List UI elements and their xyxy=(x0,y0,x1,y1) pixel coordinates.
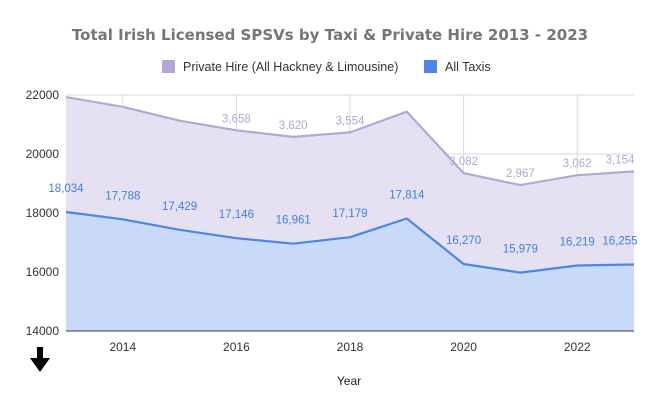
legend-swatch-all-taxis xyxy=(424,60,437,73)
data-label-private-hire-2022: 3,062 xyxy=(563,158,592,170)
chart-title: Total Irish Licensed SPSVs by Taxi & Pri… xyxy=(72,26,588,44)
y-tick-label-1: 16000 xyxy=(26,265,60,279)
x-tick-label-4: 2022 xyxy=(564,340,591,354)
y-tick-label-4: 22000 xyxy=(26,88,60,102)
data-label-all-taxis-2015: 17,429 xyxy=(162,201,197,213)
area-all-taxis xyxy=(66,212,634,331)
data-label-all-taxis-2023: 16,255 xyxy=(602,235,637,247)
data-label-all-taxis-2016: 17,146 xyxy=(219,209,254,221)
data-label-all-taxis-2022: 16,219 xyxy=(560,237,595,249)
data-label-all-taxis-2021: 15,979 xyxy=(503,244,538,256)
data-label-all-taxis-2014: 17,788 xyxy=(105,190,140,202)
line-private-hire xyxy=(65,96,635,187)
data-label-private-hire-2018: 3,554 xyxy=(336,115,365,127)
x-tick-label-0: 2014 xyxy=(109,340,136,354)
legend-label-all-taxis: All Taxis xyxy=(445,60,491,74)
y-tick-label-0: 14000 xyxy=(26,324,60,338)
legend: Private Hire (All Hackney & Limousine) A… xyxy=(162,60,491,74)
y-tick-label-3: 20000 xyxy=(26,147,60,161)
area-private-hire xyxy=(66,97,634,273)
x-tick-label-1: 2016 xyxy=(223,340,250,354)
data-label-private-hire-2017: 3,620 xyxy=(279,120,308,132)
x-tick-label-3: 2020 xyxy=(450,340,477,354)
data-label-private-hire-2016: 3,658 xyxy=(222,113,251,125)
data-label-private-hire-2023: 3,154 xyxy=(606,154,635,166)
legend-swatch-private-hire xyxy=(162,60,175,73)
y-tick-label-2: 18000 xyxy=(26,206,60,220)
x-tick-label-2: 2018 xyxy=(337,340,364,354)
data-label-all-taxis-2013: 18,034 xyxy=(48,183,84,195)
plot-area: 14000 16000 18000 20000 22000 2014 2016 2018 202… xyxy=(26,88,638,354)
data-label-all-taxis-2018: 17,179 xyxy=(332,208,367,220)
data-label-all-taxis-2017: 16,961 xyxy=(276,215,311,227)
data-label-private-hire-2020: 3,082 xyxy=(449,156,478,168)
data-label-all-taxis-2020: 16,270 xyxy=(446,235,481,247)
data-label-all-taxis-2019: 17,814 xyxy=(389,189,425,201)
x-axis-label: Year xyxy=(337,374,361,388)
arrow-down-icon xyxy=(30,347,50,372)
data-label-private-hire-2021: 2,967 xyxy=(506,168,535,180)
legend-label-private-hire: Private Hire (All Hackney & Limousine) xyxy=(183,60,398,74)
line-all-taxis xyxy=(65,210,635,274)
